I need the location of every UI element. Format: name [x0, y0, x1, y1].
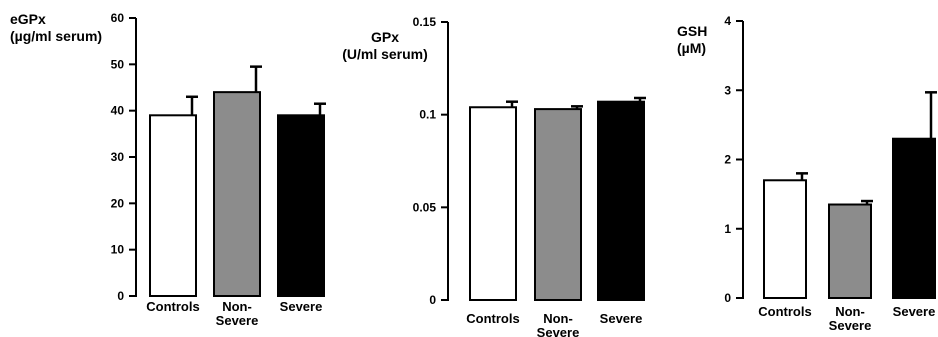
chart-gsh-error-bar: [796, 172, 808, 181]
chart-gpx-bar: [534, 108, 582, 301]
chart-egpx-y-tick-label: 40: [111, 104, 125, 118]
chart-gpx-error-bar: [634, 96, 646, 102]
chart-gsh-category-label: Severe: [893, 304, 936, 319]
chart-egpx-y-tick-label: 10: [111, 243, 125, 257]
chart-gsh-bar: [763, 179, 807, 299]
chart-gsh-y-tick-label: 2: [724, 153, 731, 167]
chart-gsh-bar: [892, 137, 936, 299]
chart-gpx-category-label: Non-Severe: [537, 311, 580, 337]
chart-gsh-y-tick-label: 1: [724, 222, 731, 236]
chart-gsh-y-tick-label: 3: [724, 83, 731, 97]
chart-gpx-y-tick-label: 0.1: [419, 108, 436, 122]
chart-egpx-y-tick-label: 30: [111, 150, 125, 164]
chart-gsh-y-tick-label: 0: [724, 291, 731, 305]
chart-egpx-bar: [277, 114, 325, 297]
chart-egpx-error-bar: [186, 95, 198, 116]
chart-gsh-y-tick-label: 4: [724, 14, 731, 28]
chart-egpx-error-bar: [314, 102, 326, 116]
chart-gpx-y-tick-label: 0.05: [413, 200, 437, 214]
chart-egpx-bar: [149, 114, 197, 297]
chart-egpx-y-tick-label: 60: [111, 11, 125, 25]
panel-egpx-chart: 0 10 20 30 40 50 60 eGPx (µg/ml serum) Controls No…: [10, 11, 326, 328]
chart-egpx-y-axis-label: eGPx (µg/ml serum): [10, 11, 102, 44]
chart-gpx-bar: [597, 100, 645, 302]
chart-gsh-error-bar: [861, 199, 873, 205]
chart-gsh-category-label: Controls: [758, 304, 811, 319]
chart-egpx-y-tick-label: 20: [111, 196, 125, 210]
chart-gpx-category-label: Severe: [600, 311, 643, 326]
panel-gsh-chart: 0 1 2 3 4 GSH (µM) Controls Non-Severe Severe: [677, 14, 937, 333]
chart-gpx-error-bar: [571, 105, 583, 110]
chart-egpx-error-bar: [250, 65, 262, 93]
chart-gpx-y-axis-label: GPx (U/ml serum): [342, 29, 428, 62]
chart-egpx-category-label: Controls: [146, 299, 199, 314]
chart-egpx-category-label: Severe: [280, 299, 323, 314]
chart-gsh-category-label: Non-Severe: [829, 304, 872, 333]
chart-gpx-error-bar: [506, 100, 518, 108]
chart-egpx-category-label: Non-Severe: [216, 299, 259, 328]
chart-gpx-y-tick-label: 0: [429, 293, 436, 307]
chart-egpx-y-tick-label: 50: [111, 57, 125, 71]
chart-gsh-error-bar: [925, 91, 937, 139]
chart-gpx-category-label: Controls: [466, 311, 519, 326]
chart-egpx-bar: [213, 91, 261, 297]
chart-gpx-bar: [469, 106, 517, 302]
chart-gpx-y-tick-label: 0.15: [413, 15, 437, 29]
chart-gsh-y-axis-label: GSH (µM): [677, 23, 707, 56]
chart-gsh-bar: [828, 203, 872, 299]
chart-egpx-y-tick-label: 0: [117, 289, 124, 303]
